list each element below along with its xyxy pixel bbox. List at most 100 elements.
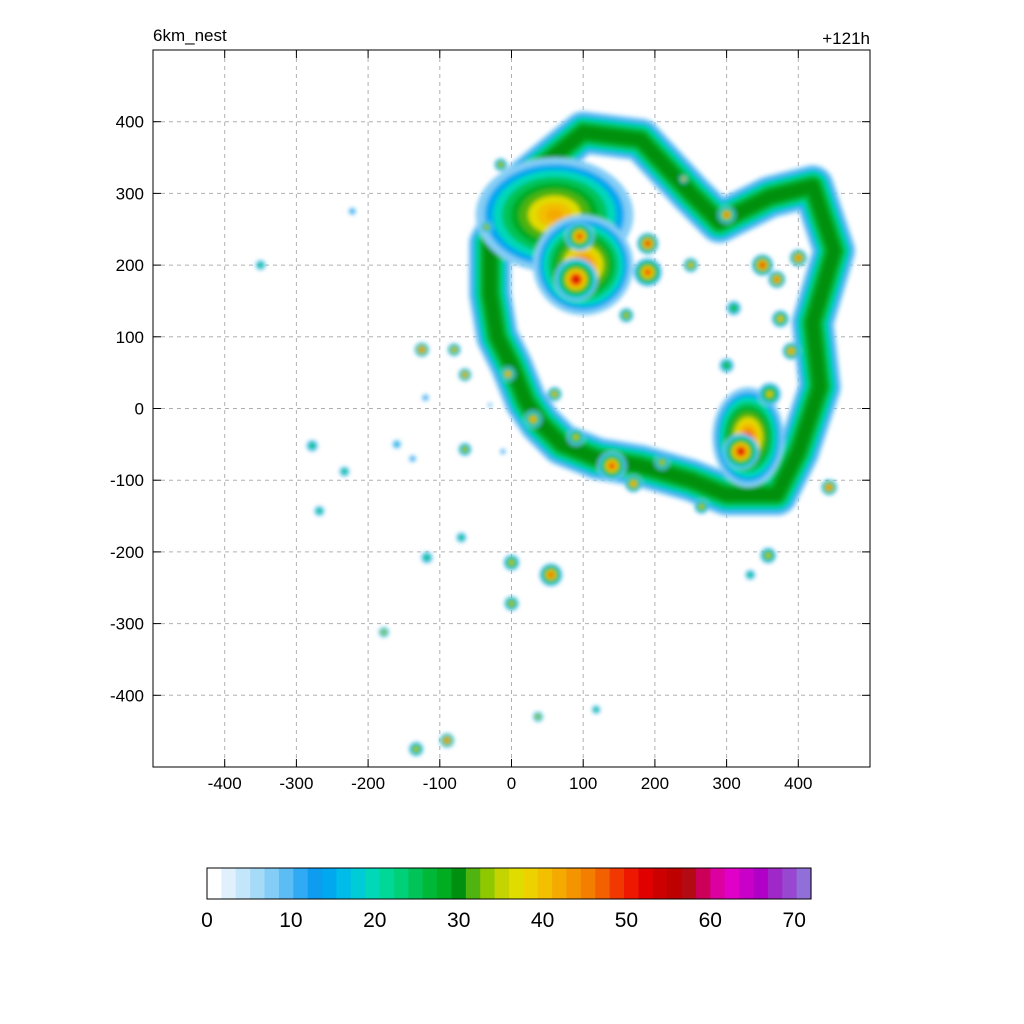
c15-level xyxy=(485,226,488,229)
c9-level xyxy=(610,464,614,468)
c13-level xyxy=(463,373,466,376)
c32-level xyxy=(351,210,354,213)
field-layer xyxy=(255,110,856,757)
c40-level xyxy=(749,573,752,576)
colorbar-swatch xyxy=(552,868,568,899)
c23-level xyxy=(595,708,598,711)
rainband-main-level xyxy=(483,126,841,501)
chart-title: 6km_nest xyxy=(153,26,227,45)
colorbar-swatch xyxy=(379,868,395,899)
c35-level xyxy=(423,395,428,400)
c47-level xyxy=(732,306,735,310)
x-tick-label: -100 xyxy=(423,774,457,793)
colorbar-swatch xyxy=(523,868,539,899)
nw-core-level xyxy=(545,208,564,222)
c45-level xyxy=(779,317,782,320)
colorbar-tick-label: 70 xyxy=(783,909,806,932)
c42-level xyxy=(632,482,635,485)
colorbar-swatch xyxy=(609,868,625,899)
c37-level xyxy=(488,403,492,407)
y-tick-label: -200 xyxy=(110,543,144,562)
colorbar-swatch xyxy=(307,868,323,899)
colorbar-tick-label: 0 xyxy=(201,909,213,932)
c16-level xyxy=(499,163,502,166)
c5-level xyxy=(646,270,650,274)
c54-level xyxy=(625,314,628,317)
x-tick-label: 300 xyxy=(712,774,740,793)
c33-level xyxy=(395,442,399,446)
colorbar-swatch xyxy=(451,868,467,899)
colorbar-swatch xyxy=(724,868,740,899)
c29-level xyxy=(343,470,346,473)
c18-level xyxy=(460,536,463,539)
colorbar-swatch xyxy=(509,868,524,899)
colorbar-swatch xyxy=(393,868,409,899)
lead-time-label: +121h xyxy=(822,29,870,48)
c4-level xyxy=(646,242,649,245)
c14-level xyxy=(506,373,509,376)
c53-level xyxy=(682,178,685,181)
colorbar-swatch xyxy=(278,868,294,899)
c24-level xyxy=(445,739,448,742)
colorbar-tick-label: 30 xyxy=(447,909,470,932)
y-tick-label: 200 xyxy=(116,256,144,275)
c38-level xyxy=(828,486,831,489)
c51-level xyxy=(574,436,578,439)
colorbar-swatch xyxy=(365,868,381,899)
colorbar-swatch xyxy=(408,868,424,899)
c8-level xyxy=(725,213,728,216)
c34-level xyxy=(410,456,415,461)
x-tick-label: 100 xyxy=(569,774,597,793)
colorbar-frame xyxy=(206,867,812,900)
y-tick-label: 400 xyxy=(116,113,144,132)
colorbar-swatch xyxy=(350,868,366,899)
x-tick-label: -200 xyxy=(351,774,385,793)
c19-level xyxy=(510,561,513,564)
colorbar-swatch xyxy=(422,868,438,899)
c25-level xyxy=(415,748,418,751)
colorbar-swatch xyxy=(566,868,582,899)
colorbar-swatch xyxy=(207,868,222,899)
c7-level xyxy=(775,278,778,281)
colorbar-swatch xyxy=(537,868,553,899)
x-tick-label: 0 xyxy=(507,774,516,793)
colorbar-swatch xyxy=(250,868,266,899)
colorbar-swatch xyxy=(264,868,280,899)
colorbar-swatch xyxy=(494,868,510,899)
colorbar-tick-label: 50 xyxy=(615,909,638,932)
y-tick-label: 300 xyxy=(116,184,144,203)
y-tick-label: 0 xyxy=(135,400,144,419)
c3-level xyxy=(739,450,743,454)
c41-level xyxy=(700,505,703,508)
precip-field xyxy=(255,110,856,757)
c52-level xyxy=(689,264,692,267)
colorbar-swatch xyxy=(667,868,683,899)
c1-level xyxy=(574,277,578,282)
colorbar-swatch xyxy=(580,868,596,899)
c30-level xyxy=(318,510,321,513)
x-axis-ticks: -400 -300 -200 -100 0 100 200 300 400 xyxy=(208,50,812,793)
colorbar xyxy=(206,867,812,900)
colorbar-swatch xyxy=(710,868,726,899)
colorbar-swatch xyxy=(595,868,611,899)
colorbar-tick-label: 40 xyxy=(531,909,554,932)
colorbar-swatch xyxy=(221,868,237,899)
colorbar-swatch xyxy=(480,868,496,899)
colorbar-swatch xyxy=(322,868,338,899)
colorbar-tick-label: 20 xyxy=(363,909,386,932)
colorbar-swatch xyxy=(739,868,755,899)
colorbar-swatch xyxy=(638,868,654,899)
c28-level xyxy=(311,444,314,447)
colorbar-swatch xyxy=(437,868,453,899)
colorbar-swatch xyxy=(753,868,769,899)
c31-level xyxy=(259,264,262,267)
c48-level xyxy=(725,364,728,367)
c26-level xyxy=(382,631,385,634)
c21-level xyxy=(510,602,513,605)
c22-level xyxy=(537,715,540,718)
y-axis-ticks: 400 300 200 100 0 -100 -200 -300 -400 xyxy=(110,113,870,705)
c44-level xyxy=(790,350,793,353)
colorbar-swatch xyxy=(796,868,812,899)
colorbar-tick-label: 10 xyxy=(279,909,302,932)
